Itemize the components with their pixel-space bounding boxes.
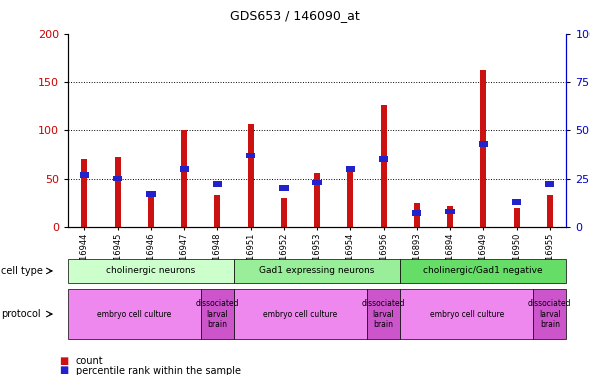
Bar xyxy=(246,153,255,158)
Text: ■: ■ xyxy=(59,366,68,375)
Text: embryo cell culture: embryo cell culture xyxy=(430,310,504,319)
Bar xyxy=(480,70,486,227)
Bar xyxy=(445,209,455,214)
Bar xyxy=(447,206,453,227)
Text: protocol: protocol xyxy=(1,309,41,319)
Text: ■: ■ xyxy=(59,356,68,366)
Bar xyxy=(213,182,222,187)
Text: GDS653 / 146090_at: GDS653 / 146090_at xyxy=(230,9,360,22)
Bar xyxy=(547,195,553,227)
Bar xyxy=(346,166,355,172)
Bar xyxy=(248,123,254,227)
Bar xyxy=(478,141,488,147)
Bar xyxy=(114,158,121,227)
Bar xyxy=(148,195,154,227)
Bar xyxy=(146,191,156,197)
Bar xyxy=(81,159,87,227)
Text: dissociated
larval
brain: dissociated larval brain xyxy=(528,299,572,329)
Text: dissociated
larval
brain: dissociated larval brain xyxy=(362,299,405,329)
Bar xyxy=(381,105,386,227)
Bar xyxy=(313,180,322,185)
Bar xyxy=(281,198,287,227)
Text: count: count xyxy=(76,356,103,366)
Bar xyxy=(214,195,221,227)
Text: cell type: cell type xyxy=(1,266,43,276)
Text: cholinergic neurons: cholinergic neurons xyxy=(106,266,195,275)
Text: cholinergic/Gad1 negative: cholinergic/Gad1 negative xyxy=(424,266,543,275)
Bar xyxy=(113,176,122,182)
Bar xyxy=(412,210,421,216)
Text: embryo cell culture: embryo cell culture xyxy=(263,310,337,319)
Bar xyxy=(181,130,187,227)
Bar xyxy=(279,185,289,191)
Text: percentile rank within the sample: percentile rank within the sample xyxy=(76,366,241,375)
Bar xyxy=(80,172,89,178)
Bar xyxy=(179,166,189,172)
Bar xyxy=(348,169,353,227)
Text: Gad1 expressing neurons: Gad1 expressing neurons xyxy=(260,266,375,275)
Bar xyxy=(545,182,555,187)
Bar xyxy=(414,203,420,227)
Text: embryo cell culture: embryo cell culture xyxy=(97,310,172,319)
Text: dissociated
larval
brain: dissociated larval brain xyxy=(196,299,239,329)
Bar xyxy=(512,199,521,205)
Bar xyxy=(513,208,520,227)
Bar xyxy=(379,156,388,162)
Bar xyxy=(314,173,320,227)
